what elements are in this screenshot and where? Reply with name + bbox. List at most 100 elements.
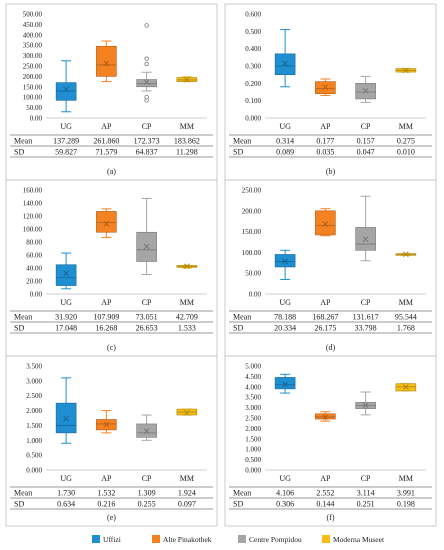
mean-marker xyxy=(362,87,369,94)
box-iqr xyxy=(55,82,77,101)
y-tick-label: 250.00 xyxy=(23,63,43,71)
box-UG xyxy=(55,377,77,444)
table-mean-value: 42.709 xyxy=(176,313,198,322)
y-tick-label: 0.500 xyxy=(245,456,261,464)
y-tick-label: 150.00 xyxy=(23,83,43,91)
x-category-label: CP xyxy=(361,122,371,131)
table-label-sd: SD xyxy=(233,324,243,333)
box-iqr xyxy=(96,45,117,77)
table-mean-value: 3.114 xyxy=(357,489,375,498)
y-tick-label: 0.200 xyxy=(245,80,261,88)
table-mean-value: 0.157 xyxy=(357,137,375,146)
table-mean-value: 1.309 xyxy=(138,489,156,498)
y-tick-label: 4.500 xyxy=(245,373,261,381)
y-tick-label: 120.00 xyxy=(23,213,43,221)
y-tick-label: 0.300 xyxy=(245,63,261,71)
box-AP xyxy=(96,208,117,238)
legend-swatch xyxy=(92,535,100,543)
table-mean-value: 31.920 xyxy=(55,313,77,322)
mean-marker xyxy=(184,76,190,83)
mean-marker xyxy=(103,421,110,428)
x-category-label: AP xyxy=(320,474,331,483)
y-tick-label: 0.600 xyxy=(245,11,261,19)
table-sd-value: 0.144 xyxy=(316,500,334,509)
box-MM xyxy=(176,76,198,83)
y-tick-label: 160.00 xyxy=(23,187,43,195)
y-tick-label: 40.00 xyxy=(26,265,42,273)
table-mean-value: 131.617 xyxy=(353,313,379,322)
y-tick-label: 3.000 xyxy=(245,404,261,412)
legend-swatch xyxy=(322,535,330,543)
x-category-label: MM xyxy=(399,122,413,131)
table-sd-value: 1.533 xyxy=(178,324,196,333)
table-mean-value: 4.106 xyxy=(276,489,294,498)
chart-panel: 0.000 0.500 1.000 1.500 2.000 2.500 3.000 3.500… xyxy=(224,355,437,527)
mean-marker xyxy=(103,221,110,227)
y-tick-label: 1.500 xyxy=(245,435,261,443)
table-label-sd: SD xyxy=(233,148,243,157)
table-mean-value: 0.177 xyxy=(316,137,334,146)
table-mean-value: 0.275 xyxy=(397,137,415,146)
y-tick-label: 2.500 xyxy=(245,415,261,423)
table-label-mean: Mean xyxy=(14,137,32,146)
panel-frame xyxy=(224,179,437,357)
box-UG xyxy=(274,373,296,394)
x-category-label: AP xyxy=(101,474,112,483)
x-category-label: CP xyxy=(361,298,371,307)
y-tick-label: 2.000 xyxy=(26,407,42,415)
table-mean-value: 183.862 xyxy=(174,137,200,146)
box-AP xyxy=(96,40,117,83)
box-MM xyxy=(395,251,417,258)
y-tick-label: 3.500 xyxy=(245,394,261,402)
table-sd-value: 16.268 xyxy=(95,324,117,333)
box-AP xyxy=(315,411,336,422)
legend-swatch xyxy=(152,535,160,543)
panel-frame xyxy=(5,3,218,181)
table-mean-value: 1.730 xyxy=(57,489,75,498)
table-mean-value: 3.991 xyxy=(397,489,415,498)
y-tick-label: 2.500 xyxy=(26,392,42,400)
box-CP xyxy=(355,195,376,262)
y-tick-label: 3.000 xyxy=(26,377,42,385)
panel-label: (b) xyxy=(326,167,336,176)
table-label-sd: SD xyxy=(14,148,24,157)
y-tick-label: 450.00 xyxy=(23,21,43,29)
y-tick-label: 1.000 xyxy=(26,437,42,445)
table-sd-value: 0.010 xyxy=(397,148,415,157)
table-mean-value: 73.051 xyxy=(136,313,158,322)
box-iqr xyxy=(96,211,117,233)
y-tick-label: 0.00 xyxy=(249,291,262,299)
box-CP xyxy=(355,75,376,103)
table-mean-value: 2.552 xyxy=(316,489,334,498)
table-label-sd: SD xyxy=(14,500,24,509)
box-UG xyxy=(274,29,296,88)
x-category-label: CP xyxy=(361,474,371,483)
y-tick-label: 100.00 xyxy=(23,94,43,102)
box-iqr xyxy=(315,210,336,236)
table-sd-value: 64.837 xyxy=(136,148,158,157)
outlier-point xyxy=(144,61,149,67)
box-AP xyxy=(315,208,336,237)
table-label-sd: SD xyxy=(233,500,243,509)
mean-marker xyxy=(282,381,288,388)
y-tick-label: 0.000 xyxy=(26,467,42,475)
chart-panel: 0.000 0.100 0.200 0.300 0.400 0.500 0.600 UG AP C… xyxy=(224,3,437,181)
table-sd-value: 26.175 xyxy=(314,324,336,333)
mean-marker xyxy=(322,414,329,420)
x-category-label: UG xyxy=(60,122,72,131)
box-CP xyxy=(136,23,157,103)
box-MM xyxy=(395,67,417,74)
chart-panel: 0.000 0.500 1.000 1.500 2.000 2.500 3.000 3.500… xyxy=(5,355,218,527)
y-tick-label: 250.00 xyxy=(242,187,262,195)
mean-marker xyxy=(143,428,150,434)
table-sd-value: 0.198 xyxy=(397,500,415,509)
table-sd-value: 17.048 xyxy=(55,324,77,333)
outlier-point xyxy=(144,94,149,100)
mean-marker xyxy=(322,84,329,91)
mean-marker xyxy=(63,270,69,277)
y-tick-label: 400.00 xyxy=(23,31,43,39)
y-tick-label: 3.500 xyxy=(26,363,42,371)
box-MM xyxy=(176,408,198,416)
table-mean-value: 107.909 xyxy=(93,313,119,322)
box-UG xyxy=(274,249,296,280)
